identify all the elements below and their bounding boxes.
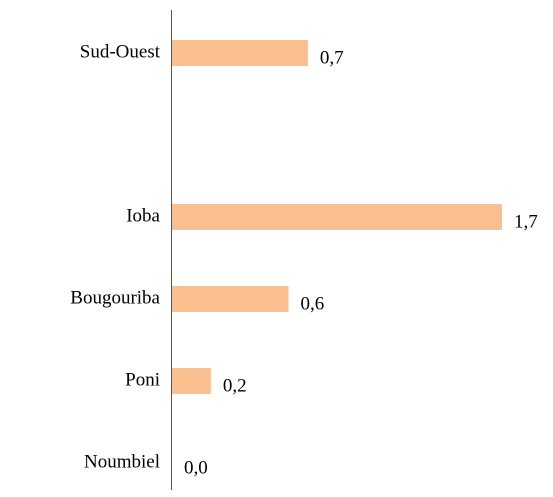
bar	[172, 286, 289, 312]
category-label: Sud-Ouest	[80, 41, 161, 62]
category-label: Noumbiel	[84, 451, 160, 472]
value-label: 1,7	[514, 211, 538, 232]
value-label: 0,2	[223, 375, 247, 396]
value-label: 0,7	[320, 47, 344, 68]
category-label: Bougouriba	[70, 287, 160, 308]
bar	[172, 40, 308, 66]
category-label: Ioba	[126, 205, 160, 226]
value-label: 0,6	[300, 293, 324, 314]
value-label: 0,0	[184, 457, 208, 478]
bar	[172, 204, 502, 230]
category-label: Poni	[125, 369, 160, 390]
bar	[172, 368, 211, 394]
